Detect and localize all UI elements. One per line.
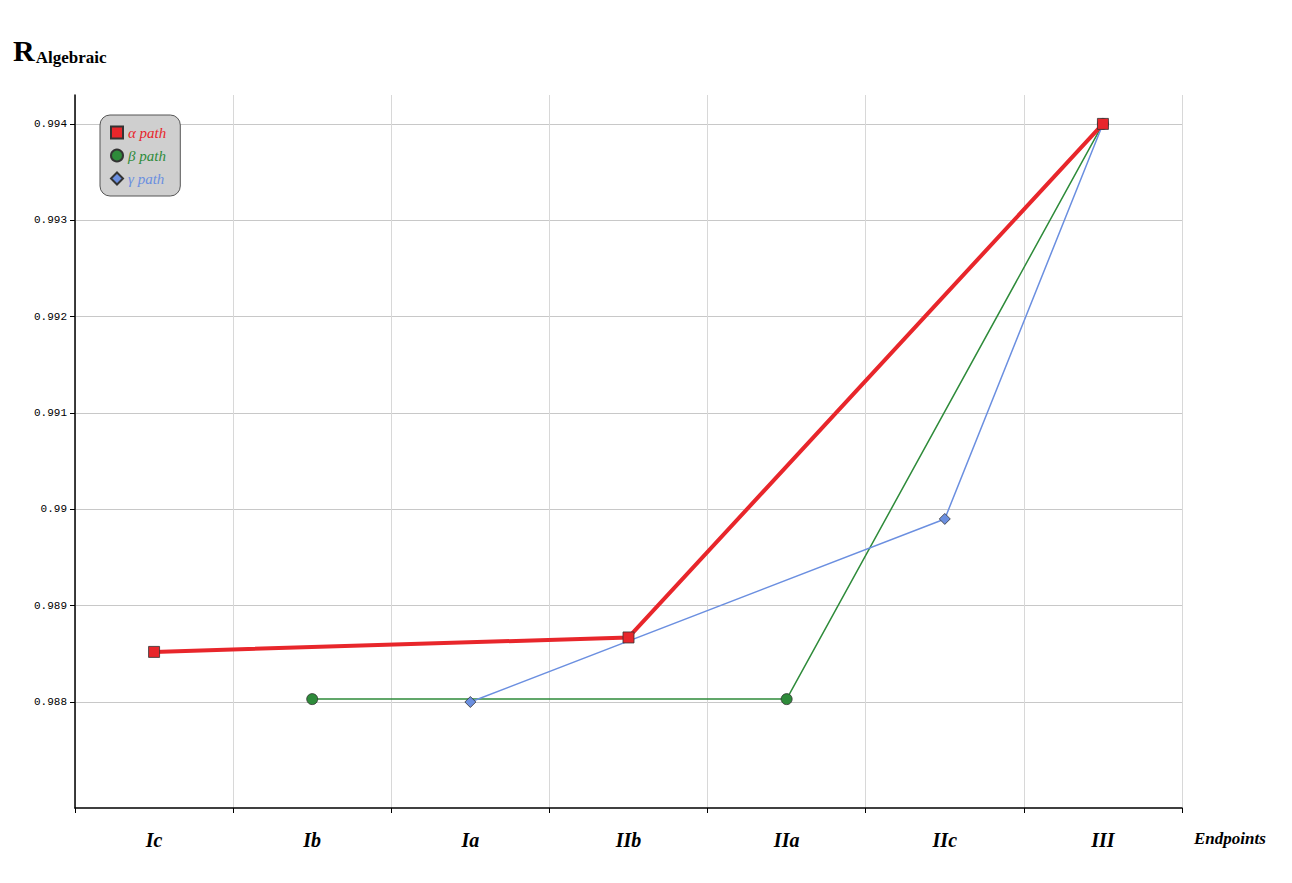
- svg-text:β path: β path: [127, 148, 166, 164]
- svg-text:γ path: γ path: [128, 171, 164, 187]
- svg-text:0.988: 0.988: [34, 696, 67, 708]
- svg-text:Endpoints: Endpoints: [1193, 829, 1266, 848]
- svg-text:R: R: [13, 34, 35, 67]
- svg-text:III: III: [1090, 829, 1116, 851]
- svg-text:Ib: Ib: [302, 829, 321, 851]
- svg-text:Ic: Ic: [145, 829, 163, 851]
- svg-text:0.993: 0.993: [34, 214, 67, 226]
- svg-text:0.99: 0.99: [41, 503, 67, 515]
- svg-text:0.992: 0.992: [34, 311, 67, 323]
- svg-text:IIb: IIb: [615, 829, 642, 851]
- svg-text:0.994: 0.994: [34, 118, 67, 130]
- svg-text:Ia: Ia: [460, 829, 479, 851]
- svg-text:IIa: IIa: [773, 829, 800, 851]
- svg-text:IIc: IIc: [932, 829, 958, 851]
- svg-text:0.991: 0.991: [34, 407, 67, 419]
- svg-text:α path: α path: [128, 125, 166, 141]
- svg-text:0.989: 0.989: [34, 600, 67, 612]
- svg-text:Algebraic: Algebraic: [36, 48, 107, 67]
